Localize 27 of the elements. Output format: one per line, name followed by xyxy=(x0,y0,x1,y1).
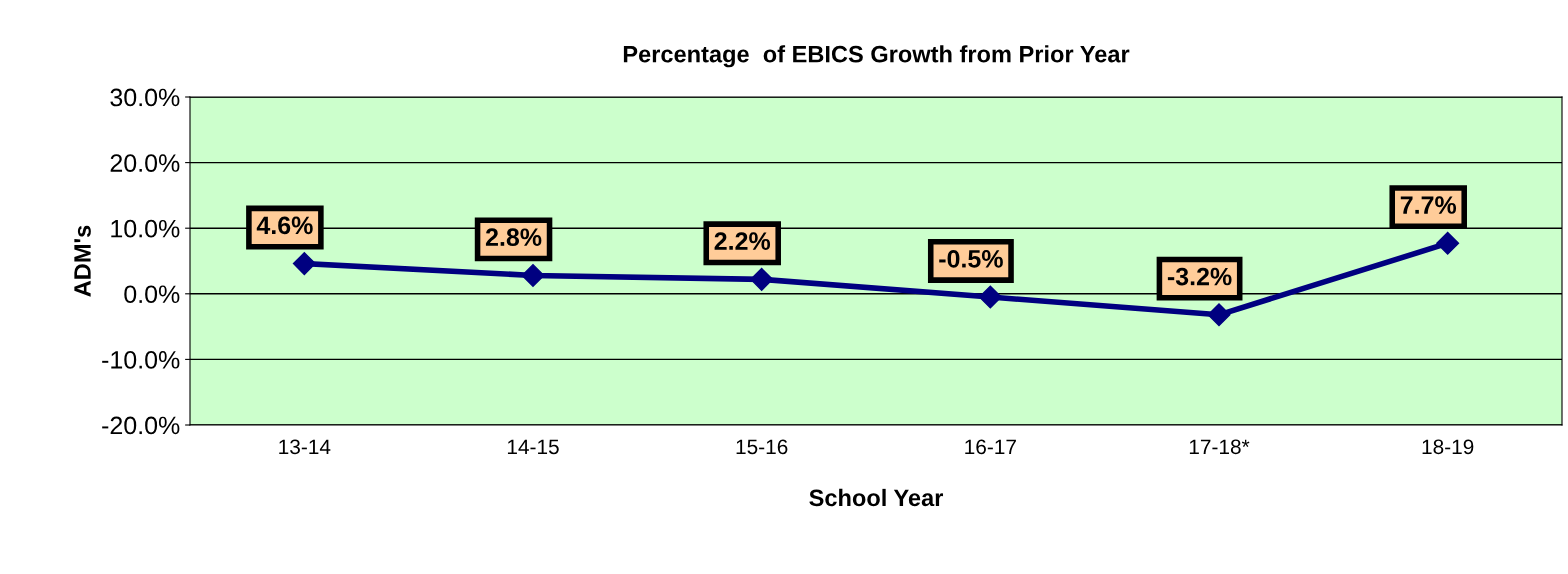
point xyxy=(750,267,774,291)
x-tick-label: 17-18* xyxy=(1189,439,1250,455)
x-axis-title: School Year xyxy=(809,488,944,507)
chart-title: Percentage of EBICS Growth from Prior Year xyxy=(623,45,1130,68)
y-tick-label: 0.0% xyxy=(124,285,180,304)
point xyxy=(292,252,316,276)
y-tick-label: 20.0% xyxy=(110,154,180,172)
data-label: 4.6% xyxy=(256,216,313,235)
data-label: 2.2% xyxy=(714,232,771,250)
x-tick-label: 14-15 xyxy=(507,439,559,455)
y-tick-label: 10.0% xyxy=(111,219,180,238)
data-label: -0.5% xyxy=(939,249,1003,268)
y-tick-label: -10.0% xyxy=(102,351,180,369)
x-tick-label: 13-14 xyxy=(279,439,331,455)
point xyxy=(521,263,545,287)
y-tick-label: 30.0% xyxy=(110,88,180,107)
x-tick-label: 16-17 xyxy=(965,439,1016,455)
data-label: 2.8% xyxy=(485,228,542,247)
data-label: 7.7% xyxy=(1400,196,1457,214)
y-axis-title: ADM's xyxy=(74,225,91,297)
point xyxy=(1436,231,1460,255)
x-tick-label: 15-16 xyxy=(736,439,788,455)
point xyxy=(978,285,1002,309)
point xyxy=(1207,303,1231,327)
y-tick-label: -20.0% xyxy=(102,416,180,435)
data-label: -3.2% xyxy=(1167,267,1232,286)
x-tick-label: 18-19 xyxy=(1422,439,1474,455)
